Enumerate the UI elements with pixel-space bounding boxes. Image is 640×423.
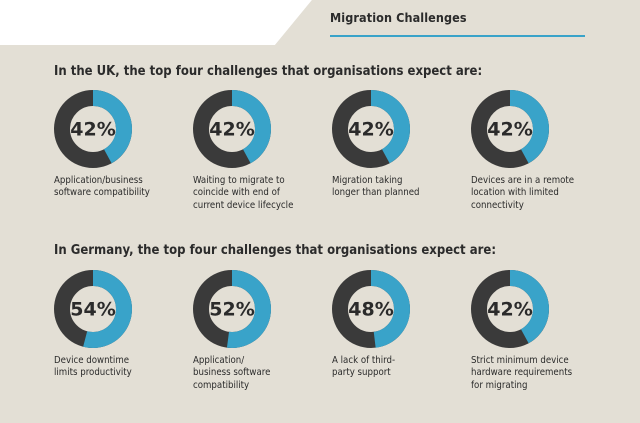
donut-value-label: 48% [348, 299, 393, 321]
donut-value-arc [471, 270, 549, 348]
uk-challenge-2: 42% Waiting to migrate to coincide with … [193, 90, 333, 212]
donut-value-arc [193, 270, 271, 348]
challenge-caption: Application/ business software compatibi… [193, 355, 271, 391]
uk-challenge-3: 42% Migration taking longer than planned [332, 90, 472, 200]
challenge-caption: Waiting to migrate to coincide with end … [193, 175, 294, 211]
donut-value-arc [54, 270, 132, 348]
donut-value-label: 42% [487, 119, 532, 141]
challenge-caption: Devices are in a remote location with li… [471, 175, 575, 211]
challenge-caption: Device downtime limits productivity [54, 355, 132, 379]
uk-donut-4: 42% [471, 90, 549, 168]
germany-challenge-4: 42% Strict minimum device hardware requi… [471, 270, 611, 392]
challenge-caption: Application/business software compatibil… [54, 175, 150, 199]
germany-donut-2: 52% [193, 270, 271, 348]
donut-value-label: 42% [70, 119, 115, 141]
donut-value-arc [193, 90, 271, 168]
header-tab-shape [0, 0, 640, 55]
germany-section-heading: In Germany, the top four challenges that… [54, 243, 496, 258]
challenge-caption: A lack of third- party support [332, 355, 396, 379]
germany-challenge-1: 54% Device downtime limits productivity [54, 270, 194, 380]
germany-challenge-3: 48% A lack of third- party support [332, 270, 472, 380]
germany-donut-4: 42% [471, 270, 549, 348]
uk-challenge-4: 42% Devices are in a remote location wit… [471, 90, 611, 212]
uk-section-heading: In the UK, the top four challenges that … [54, 64, 483, 79]
germany-donut-1: 54% [54, 270, 132, 348]
germany-challenge-2: 52% Application/ business software compa… [193, 270, 333, 392]
challenge-caption: Migration taking longer than planned [332, 175, 420, 199]
donut-value-label: 52% [209, 299, 254, 321]
donut-value-label: 42% [487, 299, 532, 321]
donut-value-label: 42% [348, 119, 393, 141]
donut-value-label: 54% [70, 299, 115, 321]
donut-value-arc [471, 90, 549, 168]
uk-donut-3: 42% [332, 90, 410, 168]
challenge-caption: Strict minimum device hardware requireme… [471, 355, 573, 391]
germany-donut-3: 48% [332, 270, 410, 348]
title-underline [330, 35, 585, 37]
donut-value-label: 42% [209, 119, 254, 141]
uk-donut-2: 42% [193, 90, 271, 168]
donut-value-arc [54, 90, 132, 168]
donut-value-arc [332, 90, 410, 168]
uk-donut-1: 42% [54, 90, 132, 168]
page-title: Migration Challenges [330, 10, 467, 25]
uk-challenge-1: 42% Application/business software compat… [54, 90, 194, 200]
donut-value-arc [332, 270, 410, 348]
